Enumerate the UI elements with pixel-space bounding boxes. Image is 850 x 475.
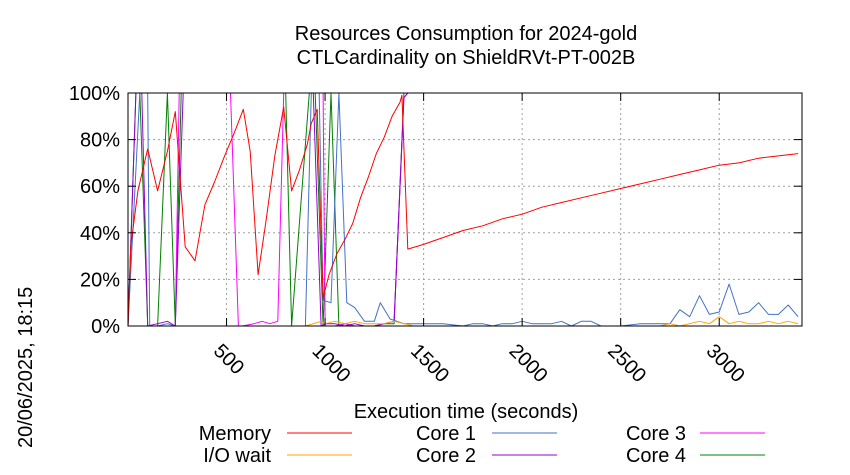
- grid-lines: [128, 93, 802, 326]
- plot-frame: [127, 92, 803, 327]
- series-line-core-4: [127, 92, 799, 327]
- legend-label-core-3: Core 3: [626, 423, 686, 445]
- y-tick-label: 20%: [80, 269, 120, 291]
- chart-title: Resources Consumption for 2024-gold: [295, 23, 637, 45]
- x-tick-label: 500: [209, 340, 248, 379]
- side-timestamp: 20/06/2025, 18:15: [15, 287, 37, 448]
- y-tick-label: 60%: [80, 176, 120, 198]
- x-tick-label: 1000: [308, 340, 355, 387]
- x-tick-label: 3000: [702, 340, 749, 387]
- x-axis-label: Execution time (seconds): [354, 401, 579, 423]
- legend-label-memory: Memory: [199, 423, 271, 445]
- legend-label-core-4: Core 4: [626, 445, 686, 467]
- legend-label-core-2: Core 2: [416, 445, 476, 467]
- series-lines: [127, 92, 799, 327]
- x-tick-label: 1500: [406, 340, 453, 387]
- x-tick-label: 2500: [603, 340, 650, 387]
- y-tick-label: 40%: [80, 223, 120, 245]
- y-tick-label: 80%: [80, 130, 120, 152]
- y-tick-label: 0%: [91, 316, 120, 338]
- series-line-memory: [127, 94, 799, 327]
- series-line-core-1: [127, 92, 799, 327]
- y-tick-label: 100%: [69, 83, 120, 105]
- x-tick-label: 2000: [505, 340, 552, 387]
- series-line-core-2: [127, 92, 799, 327]
- series-line-i-o-wait: [128, 316, 799, 327]
- legend-label-core-1: Core 1: [416, 423, 476, 445]
- series-line-core-3: [128, 92, 799, 327]
- chart-subtitle: CTLCardinality on ShieldRVt-PT-002B: [297, 47, 636, 69]
- legend-label-i-o-wait: I/O wait: [203, 445, 271, 467]
